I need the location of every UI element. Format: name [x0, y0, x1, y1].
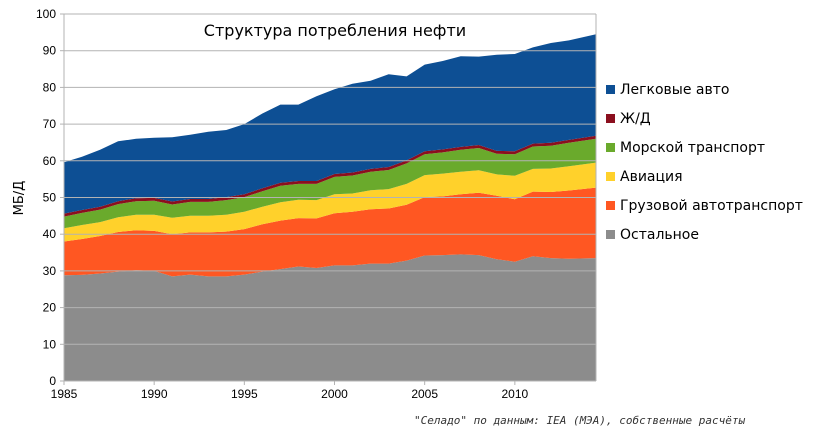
- source-note: "Селадо" по данным: IEA (МЭА), собственн…: [414, 414, 746, 427]
- legend-swatch: [606, 143, 615, 152]
- legend-swatch: [606, 85, 615, 94]
- y-tick-label: 40: [43, 227, 57, 241]
- legend-label: Морской транспорт: [620, 140, 765, 156]
- x-tick-label: 2000: [321, 387, 348, 401]
- axes: [60, 13, 597, 385]
- chart-title: Структура потребления нефти: [204, 21, 466, 40]
- y-tick-labels: 0 10 20 30 40 50 60 70 80 90 100: [36, 7, 56, 388]
- legend-label: Ж/Д: [620, 111, 651, 127]
- y-tick-label: 100: [36, 7, 56, 21]
- y-axis-label: МБ/Д: [12, 181, 27, 216]
- x-tick-label: 1985: [51, 387, 78, 401]
- y-tick-label: 0: [49, 374, 56, 388]
- y-tick-label: 70: [43, 117, 57, 131]
- legend: Легковые авто Ж/Д Морской транспорт Авиация…: [606, 82, 803, 243]
- x-tick-label: 2010: [501, 387, 528, 401]
- area-series-1: [64, 187, 596, 277]
- legend-swatch: [606, 114, 615, 123]
- x-tick-labels: 1985 1990 1995 2000 2005 2010: [51, 387, 529, 401]
- legend-swatch: [606, 172, 615, 181]
- x-tick-label: 1990: [141, 387, 168, 401]
- legend-label: Легковые авто: [620, 82, 729, 98]
- y-tick-label: 20: [43, 301, 57, 315]
- x-tick-label: 1995: [231, 387, 258, 401]
- y-tick-label: 10: [43, 337, 57, 351]
- x-tick-label: 2005: [411, 387, 438, 401]
- area-series-0: [64, 254, 596, 381]
- y-tick-label: 50: [43, 191, 57, 205]
- legend-label: Грузовой автотранспорт: [620, 198, 803, 214]
- grid-lines: [64, 13, 596, 345]
- y-tick-label: 30: [43, 264, 57, 278]
- legend-swatch: [606, 230, 615, 239]
- legend-label: Авиация: [620, 169, 683, 185]
- area-series-4: [64, 135, 596, 217]
- y-tick-label: 90: [43, 44, 57, 58]
- y-tick-label: 60: [43, 154, 57, 168]
- y-tick-label: 80: [43, 80, 57, 94]
- legend-label: Остальное: [620, 227, 699, 243]
- area-series-2: [64, 162, 596, 242]
- legend-swatch: [606, 201, 615, 210]
